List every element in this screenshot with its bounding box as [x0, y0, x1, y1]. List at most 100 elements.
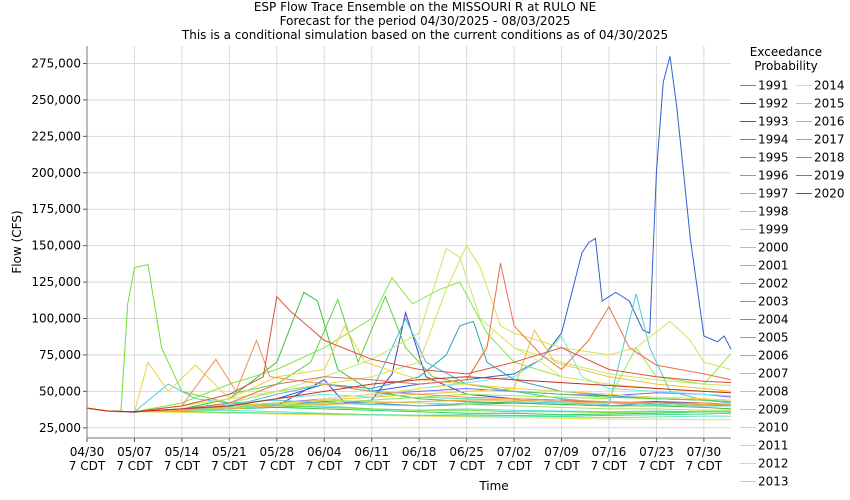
legend-label: 2010: [758, 420, 789, 435]
legend-label: 2020: [814, 186, 845, 201]
legend-item-2012: 2012: [740, 454, 789, 472]
legend-label: 1995: [758, 150, 789, 165]
legend-item-1998: 1998: [740, 202, 789, 220]
legend-title: Exceedance Probability: [734, 45, 838, 73]
legend-item-2006: 2006: [740, 346, 789, 364]
legend-label: 2012: [758, 456, 789, 471]
legend-swatch: [796, 103, 812, 104]
legend-swatch: [740, 121, 756, 122]
legend-swatch: [740, 193, 756, 194]
legend-swatch: [796, 175, 812, 176]
x-tick-label-date: 07/30: [687, 445, 722, 459]
series-line-2016: [86, 399, 731, 413]
legend-label: 2005: [758, 330, 789, 345]
legend-label: 2007: [758, 366, 789, 381]
legend-swatch: [740, 319, 756, 320]
legend-swatch: [740, 283, 756, 284]
legend-label: 2000: [758, 240, 789, 255]
legend-item-2018: 2018: [796, 148, 845, 166]
x-tick-label-time: 7 CDT: [401, 459, 438, 473]
y-tick-label: 175,000: [31, 202, 81, 216]
legend-swatch: [740, 337, 756, 338]
legend-swatch: [740, 427, 756, 428]
y-tick-label: 275,000: [31, 56, 81, 70]
legend-swatch: [740, 175, 756, 176]
chart-subtitle-period: Forecast for the period 04/30/2025 - 08/…: [279, 14, 571, 28]
chart-title: ESP Flow Trace Ensemble on the MISSOURI …: [253, 0, 597, 14]
legend-swatch: [740, 463, 756, 464]
legend-item-2017: 2017: [796, 130, 845, 148]
x-tick-label-date: 05/28: [260, 445, 295, 459]
plot-area: [87, 46, 731, 438]
legend-label: 2018: [814, 150, 845, 165]
legend-swatch: [740, 103, 756, 104]
x-tick-label-date: 05/21: [212, 445, 247, 459]
legend-item-2013: 2013: [740, 472, 789, 490]
x-axis-label: Time: [478, 479, 508, 493]
legend-label: 2002: [758, 276, 789, 291]
legend-label: 1992: [758, 96, 789, 111]
legend-label: 2001: [758, 258, 789, 273]
y-tick-label: 100,000: [31, 312, 81, 326]
legend-label: 2019: [814, 168, 845, 183]
series-lines: [86, 56, 732, 421]
series-line-2006: [86, 264, 731, 414]
x-tick-label-date: 06/18: [402, 445, 437, 459]
x-tick-label-time: 7 CDT: [354, 459, 391, 473]
legend-item-2015: 2015: [796, 94, 845, 112]
x-tick-label-date: 06/25: [449, 445, 484, 459]
legend-label: 2003: [758, 294, 789, 309]
x-tick-label-time: 7 CDT: [448, 459, 485, 473]
legend-label: 2009: [758, 402, 789, 417]
legend-swatch: [740, 247, 756, 248]
legend: Exceedance Probability 1991 1992 1993 1994 1…: [734, 45, 850, 489]
legend-swatch: [740, 445, 756, 446]
legend-item-2003: 2003: [740, 292, 789, 310]
legend-label: 2008: [758, 384, 789, 399]
legend-item-2020: 2020: [796, 184, 845, 202]
legend-item-2019: 2019: [796, 166, 845, 184]
legend-label: 2013: [758, 474, 789, 489]
legend-item-2011: 2011: [740, 436, 789, 454]
x-tick-label-time: 7 CDT: [306, 459, 343, 473]
legend-item-2008: 2008: [740, 382, 789, 400]
legend-item-1993: 1993: [740, 112, 789, 130]
legend-title-line1: Exceedance: [749, 45, 823, 59]
legend-swatch: [796, 85, 812, 86]
legend-swatch: [740, 391, 756, 392]
legend-item-2001: 2001: [740, 256, 789, 274]
legend-item-1995: 1995: [740, 148, 789, 166]
x-tick-label-date: 04/30: [70, 445, 105, 459]
y-tick-label: 25,000: [39, 421, 81, 435]
legend-item-2010: 2010: [740, 418, 789, 436]
y-axis-label: Flow (CFS): [10, 210, 24, 273]
y-tick-label: 225,000: [31, 129, 81, 143]
legend-label: 2011: [758, 438, 789, 453]
x-tick-label-time: 7 CDT: [543, 459, 580, 473]
grid-lines: [86, 46, 731, 438]
legend-swatch: [796, 193, 812, 194]
x-tick-label-time: 7 CDT: [591, 459, 628, 473]
series-line-2013: [86, 324, 732, 413]
series-line-2012: [86, 407, 731, 421]
legend-label: 1996: [758, 168, 789, 183]
legend-item-1997: 1997: [740, 184, 789, 202]
x-tick-label-date: 07/02: [497, 445, 532, 459]
x-tick-label-date: 05/07: [117, 445, 152, 459]
x-tick-label-date: 06/11: [354, 445, 389, 459]
legend-item-2004: 2004: [740, 310, 789, 328]
legend-swatch: [740, 355, 756, 356]
x-tick-label-time: 7 CDT: [116, 459, 153, 473]
y-tick-label: 250,000: [31, 93, 81, 107]
legend-item-2002: 2002: [740, 274, 789, 292]
x-tick-label-date: 06/04: [307, 445, 342, 459]
chart-titles: ESP Flow Trace Ensemble on the MISSOURI …: [0, 0, 850, 42]
legend-swatch: [740, 211, 756, 212]
legend-item-1992: 1992: [740, 94, 789, 112]
x-tick-label-time: 7 CDT: [496, 459, 533, 473]
legend-label: 2004: [758, 312, 789, 327]
x-tick-label-time: 7 CDT: [638, 459, 675, 473]
series-line-2018: [86, 262, 732, 413]
legend-item-2005: 2005: [740, 328, 789, 346]
